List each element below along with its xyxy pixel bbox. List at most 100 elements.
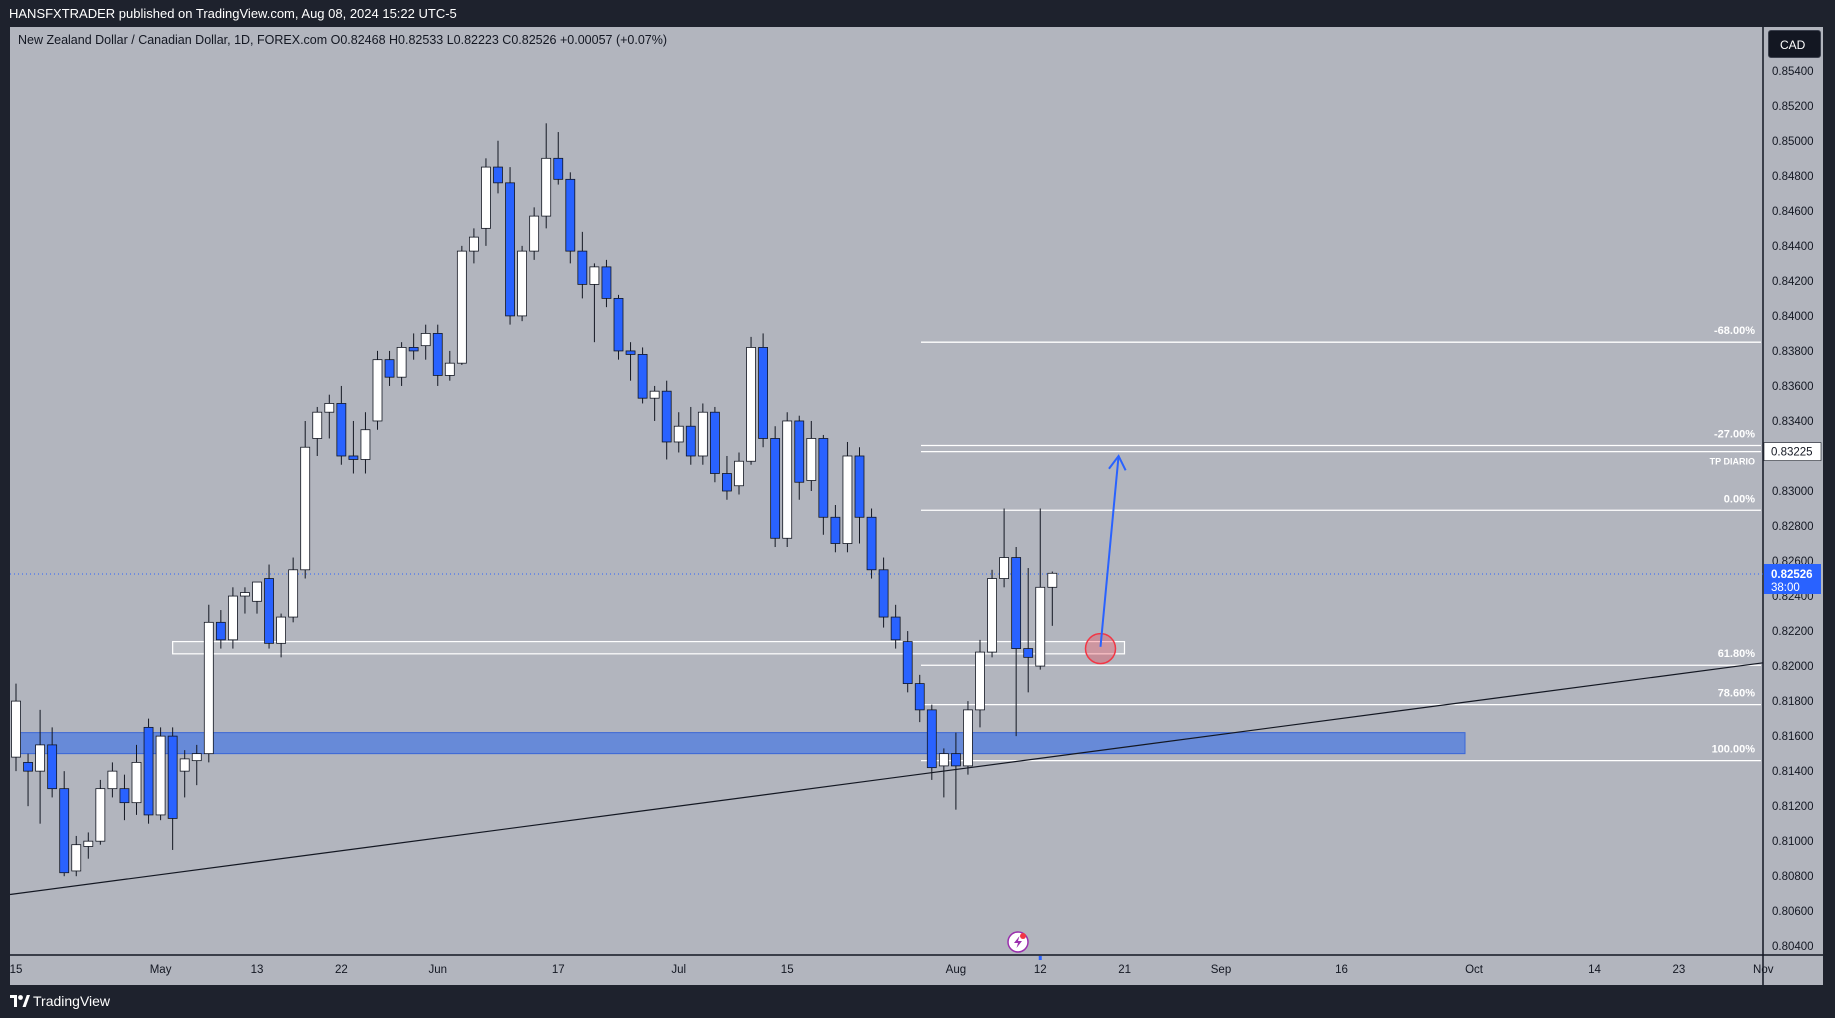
candle[interactable] bbox=[493, 140, 503, 194]
chart-plot-area[interactable] bbox=[10, 27, 1763, 955]
candle[interactable] bbox=[517, 245, 527, 322]
candle[interactable] bbox=[637, 347, 648, 404]
candle[interactable] bbox=[420, 324, 431, 360]
candle[interactable] bbox=[649, 385, 660, 421]
candle[interactable] bbox=[963, 701, 973, 775]
candle[interactable] bbox=[336, 385, 347, 465]
candle[interactable] bbox=[372, 350, 383, 430]
target-arrow[interactable] bbox=[1099, 455, 1120, 647]
candle[interactable] bbox=[710, 406, 720, 483]
candle-body bbox=[685, 425, 696, 457]
candle[interactable] bbox=[842, 441, 853, 553]
candle[interactable] bbox=[119, 774, 130, 821]
candle[interactable] bbox=[131, 744, 142, 815]
candle[interactable] bbox=[1035, 508, 1046, 670]
candle[interactable] bbox=[408, 333, 419, 360]
candle[interactable] bbox=[1023, 568, 1034, 693]
candle[interactable] bbox=[746, 336, 756, 465]
candle[interactable] bbox=[312, 406, 323, 456]
candle[interactable] bbox=[1011, 547, 1022, 737]
candle[interactable] bbox=[47, 727, 58, 798]
candle[interactable] bbox=[890, 604, 901, 649]
candle[interactable] bbox=[191, 744, 202, 786]
candle[interactable] bbox=[35, 709, 45, 824]
candle[interactable] bbox=[794, 415, 805, 500]
candle[interactable] bbox=[661, 380, 672, 460]
candle[interactable] bbox=[432, 324, 443, 386]
candle[interactable] bbox=[288, 557, 299, 623]
candle[interactable] bbox=[71, 835, 82, 877]
candle[interactable] bbox=[203, 604, 214, 763]
candle[interactable] bbox=[734, 452, 744, 495]
candle[interactable] bbox=[685, 406, 696, 465]
candle[interactable] bbox=[541, 123, 552, 229]
candle[interactable] bbox=[227, 587, 238, 649]
candle[interactable] bbox=[697, 403, 708, 465]
candle[interactable] bbox=[384, 350, 395, 386]
candle[interactable] bbox=[456, 245, 467, 365]
candle[interactable] bbox=[252, 581, 262, 614]
candle[interactable] bbox=[722, 455, 732, 500]
candle[interactable] bbox=[481, 158, 491, 246]
candle[interactable] bbox=[324, 394, 335, 439]
candle[interactable] bbox=[782, 412, 793, 548]
candle[interactable] bbox=[830, 505, 841, 553]
candle[interactable] bbox=[155, 727, 166, 821]
candle[interactable] bbox=[107, 762, 118, 798]
candle[interactable] bbox=[264, 564, 274, 649]
time-axis[interactable] bbox=[10, 955, 1823, 985]
candle[interactable] bbox=[878, 557, 889, 628]
candle[interactable] bbox=[59, 771, 70, 877]
candle[interactable] bbox=[300, 420, 311, 579]
candle[interactable] bbox=[866, 508, 877, 579]
candle[interactable] bbox=[360, 412, 371, 474]
candle[interactable] bbox=[143, 718, 154, 824]
candle[interactable] bbox=[468, 228, 479, 264]
candle[interactable] bbox=[577, 231, 588, 299]
candle[interactable] bbox=[938, 748, 949, 798]
candle[interactable] bbox=[95, 779, 106, 845]
candle[interactable] bbox=[601, 259, 612, 308]
candle-body bbox=[396, 347, 407, 378]
candle[interactable] bbox=[758, 333, 768, 448]
price-axis[interactable] bbox=[1763, 27, 1823, 955]
retest-zone[interactable] bbox=[172, 640, 1126, 655]
candle[interactable] bbox=[276, 613, 287, 658]
candle[interactable] bbox=[613, 294, 624, 360]
candle[interactable] bbox=[999, 508, 1009, 588]
candle[interactable] bbox=[348, 420, 359, 474]
candle[interactable] bbox=[444, 350, 455, 381]
candle[interactable] bbox=[625, 342, 636, 381]
candle[interactable] bbox=[902, 631, 913, 693]
candle[interactable] bbox=[83, 832, 94, 859]
candle[interactable] bbox=[926, 704, 937, 780]
candle[interactable] bbox=[505, 167, 515, 325]
candle[interactable] bbox=[396, 342, 407, 386]
candle[interactable] bbox=[1047, 571, 1058, 626]
candle[interactable] bbox=[167, 727, 178, 850]
candle[interactable] bbox=[240, 587, 250, 614]
candle[interactable] bbox=[951, 732, 961, 810]
candle[interactable] bbox=[673, 412, 684, 453]
candle[interactable] bbox=[565, 172, 576, 264]
candle[interactable] bbox=[179, 750, 190, 798]
candle[interactable] bbox=[529, 207, 540, 260]
candle[interactable] bbox=[11, 683, 21, 772]
candle[interactable] bbox=[553, 132, 564, 185]
candle[interactable] bbox=[854, 447, 865, 544]
candle[interactable] bbox=[589, 263, 600, 343]
candle[interactable] bbox=[215, 610, 226, 649]
candle[interactable] bbox=[770, 426, 781, 548]
currency-button[interactable]: CAD bbox=[1768, 30, 1821, 58]
support-zone[interactable] bbox=[19, 732, 1466, 755]
trendline[interactable] bbox=[9, 662, 1764, 896]
flash-icon[interactable] bbox=[1007, 931, 1029, 953]
candle[interactable] bbox=[975, 639, 985, 728]
entry-marker[interactable] bbox=[1084, 632, 1117, 665]
candle[interactable] bbox=[806, 420, 817, 491]
candle[interactable] bbox=[23, 753, 33, 807]
candle[interactable] bbox=[914, 674, 925, 723]
candle[interactable] bbox=[818, 434, 829, 535]
candle[interactable] bbox=[987, 569, 997, 658]
